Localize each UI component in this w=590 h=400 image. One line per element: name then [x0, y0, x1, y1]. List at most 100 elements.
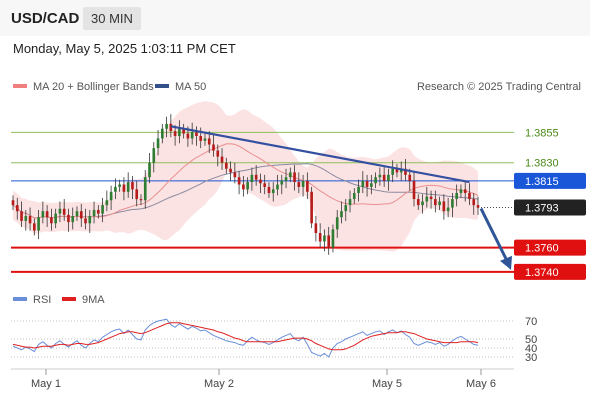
candle-body: [131, 182, 134, 190]
candle-body: [75, 211, 79, 217]
candle-body: [41, 211, 45, 218]
x-tick-label-may5: May 5: [372, 378, 402, 390]
candle-body: [451, 199, 454, 208]
candle-body: [271, 189, 275, 193]
candle-body: [429, 196, 433, 200]
rsi-tick-label-70: 70: [525, 316, 537, 328]
candle-body: [118, 184, 121, 187]
datetime-label: Monday, May 5, 2025 1:03:11 PM CET: [13, 41, 236, 56]
candle-body: [62, 208, 66, 215]
candle-body: [280, 180, 284, 185]
candle-body: [331, 229, 335, 248]
forecast-arrow-head: [500, 255, 512, 270]
candle-body: [399, 168, 403, 173]
candle-body: [237, 177, 241, 185]
trendline: [170, 125, 470, 184]
candle-body: [472, 199, 476, 206]
pair-title: USD/CAD: [11, 10, 80, 27]
s2-level-badge: [514, 263, 586, 280]
candle-body: [173, 131, 177, 137]
candle-body: [468, 193, 471, 200]
candle-body: [28, 216, 32, 224]
candle-body: [33, 223, 36, 231]
candle-body: [24, 216, 28, 221]
ma20-legend-swatch: [13, 84, 27, 88]
last-price-label: 1.3793: [525, 203, 559, 215]
candle-body: [421, 201, 424, 206]
s1-level-badge: [514, 239, 586, 256]
timeframe-button[interactable]: 30 MIN: [83, 7, 141, 30]
candle-body: [195, 132, 198, 137]
candle-body: [335, 217, 339, 230]
candle-body: [54, 213, 57, 224]
candle-body: [352, 193, 356, 200]
candle-body: [378, 174, 382, 178]
rsi-tick-label-30: 30: [525, 352, 537, 364]
candle-body: [387, 174, 390, 181]
candle-body: [374, 177, 377, 184]
r1-level-label: 1.3830: [525, 158, 559, 170]
candle-body: [382, 174, 386, 181]
candle-body: [178, 128, 181, 137]
candle-body: [293, 172, 296, 183]
candle-body: [84, 218, 87, 224]
candle-body: [327, 235, 331, 248]
candle-body: [220, 156, 224, 163]
candle-body: [160, 128, 164, 139]
candle-body: [254, 174, 258, 180]
candle-body: [15, 205, 19, 212]
candle-body: [259, 179, 262, 184]
candle-body: [404, 168, 407, 175]
price-chart: 1.3855 1.3830 1.3815 1.3793 1.3760 1.3740: [11, 101, 586, 280]
candle-body: [365, 180, 369, 187]
candle-body: [391, 168, 395, 175]
candle-body: [148, 162, 151, 178]
candle-body: [242, 184, 245, 190]
forecast-arrow-shaft: [479, 207, 509, 262]
ma9-legend-swatch: [62, 297, 76, 301]
candle-body: [408, 174, 412, 181]
candle-body: [425, 196, 429, 202]
candle-body: [446, 207, 450, 212]
candle-body: [263, 183, 267, 187]
candle-body: [229, 168, 232, 173]
candle-body: [186, 133, 190, 139]
candle-body: [109, 191, 113, 201]
candle-body: [476, 205, 480, 208]
candle-body: [348, 199, 352, 206]
pivot-level-badge: [514, 172, 586, 189]
candle-body: [306, 180, 309, 192]
r2-level-label: 1.3855: [525, 127, 559, 139]
candle-body: [459, 189, 463, 193]
candle-body: [323, 235, 326, 242]
x-axis: May 1 May 2 May 5 May 6: [11, 368, 514, 390]
candle-body: [156, 138, 160, 149]
candle-body: [199, 136, 203, 141]
candle-body: [114, 186, 117, 192]
bollinger-band-area: [13, 101, 478, 252]
candle-body: [105, 200, 109, 206]
candle-body: [246, 182, 249, 190]
candle-body: [101, 205, 104, 214]
candle-body: [165, 123, 168, 129]
candle-body: [203, 138, 207, 141]
candle-body: [434, 199, 437, 206]
candle-body: [361, 180, 365, 187]
candle-body: [416, 199, 420, 206]
candle-body: [318, 233, 322, 242]
candle-body: [88, 216, 92, 224]
candle-body: [139, 199, 143, 201]
candle-body: [340, 211, 343, 218]
candle-body: [224, 162, 228, 169]
candle-body: [212, 144, 215, 151]
candle-body: [96, 209, 100, 214]
top-bar: USD/CAD 30 MIN: [0, 0, 590, 36]
candle-body: [92, 209, 96, 217]
candle-body: [276, 184, 279, 190]
candle-body: [412, 180, 416, 200]
candle-body: [50, 217, 53, 224]
rsi-legend: RSI 9MA: [13, 294, 105, 306]
candle-body: [463, 189, 467, 193]
candle-body: [135, 189, 139, 200]
